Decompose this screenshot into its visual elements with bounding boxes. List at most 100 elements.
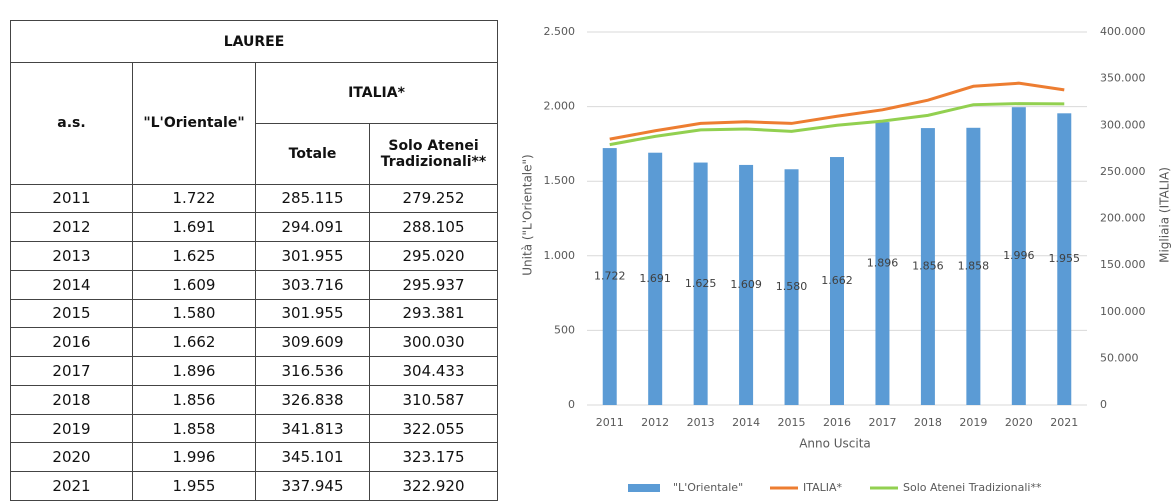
cell: 1.691	[132, 212, 256, 243]
header: a.s.	[10, 62, 133, 185]
data-label: 1.609	[730, 278, 762, 291]
y-tick-label: 2.500	[544, 25, 576, 38]
y2-tick-label: 200.000	[1100, 212, 1146, 225]
cell: 1.625	[132, 241, 256, 271]
legend-label: "L'Orientale"	[673, 481, 743, 494]
x-tick-label: 2014	[732, 416, 760, 429]
cell: 301.955	[255, 298, 370, 329]
cell: 2014	[10, 269, 133, 300]
header: Solo Atenei Tradizionali**	[369, 122, 498, 185]
bar	[830, 157, 844, 405]
cell: 322.055	[369, 413, 498, 444]
cell: 295.937	[369, 269, 498, 300]
cell: 2018	[10, 384, 133, 415]
x-tick-label: 2016	[823, 416, 851, 429]
y2-tick-label: 400.000	[1100, 25, 1146, 38]
cell: 2021	[10, 471, 133, 501]
data-label: 1.896	[867, 257, 899, 270]
cell: 345.101	[255, 442, 370, 473]
bar	[920, 128, 935, 406]
table-row: 2013 1.625 301.955 295.020	[10, 241, 498, 271]
x-tick-label: 2021	[1050, 416, 1078, 429]
x-tick-label: 2017	[868, 416, 896, 429]
x-tick-label: 2015	[778, 416, 806, 429]
y-tick-label: 500	[554, 323, 575, 336]
data-label: 1.691	[639, 272, 671, 285]
cell: 304.433	[369, 356, 498, 386]
bar	[966, 127, 981, 405]
legend-swatch	[628, 484, 660, 492]
data-label: 1.580	[776, 280, 808, 293]
bar	[875, 122, 890, 406]
y2-tick-label: 250.000	[1100, 165, 1146, 178]
data-label: 1.955	[1049, 252, 1081, 265]
cell: 337.945	[255, 471, 370, 501]
bar	[693, 162, 708, 405]
cell: 1.856	[132, 384, 256, 415]
x-tick-label: 2019	[959, 416, 987, 429]
data-label: 1.625	[685, 277, 717, 290]
y-tick-label: 2.000	[544, 100, 576, 113]
cell: 2020	[10, 442, 133, 473]
x-tick-label: 2018	[914, 416, 942, 429]
line	[609, 81, 1065, 141]
table-row: 2015 1.580 301.955 293.381	[10, 298, 498, 329]
table-title: LAUREE	[10, 19, 498, 64]
data-label: 1.662	[821, 274, 853, 287]
cell: 309.609	[255, 327, 370, 358]
cell: 2011	[10, 183, 133, 214]
bar	[602, 148, 617, 405]
cell: 322.920	[369, 471, 498, 501]
y-tick-label: 0	[568, 398, 575, 411]
cell: 326.838	[255, 384, 370, 415]
table-row: 2014 1.609 303.716 295.937	[10, 269, 498, 300]
cell: 316.536	[255, 356, 370, 386]
legend-label: Solo Atenei Tradizionali**	[903, 481, 1042, 494]
table-row: 2019 1.858 341.813 322.055	[10, 413, 498, 444]
bar	[648, 152, 663, 405]
y2-tick-label: 150.000	[1100, 258, 1146, 271]
data-label: 1.858	[958, 259, 990, 272]
table-row: 2021 1.955 337.945 322.920	[10, 471, 498, 501]
x-axis-title: Anno Uscita	[799, 437, 871, 451]
cell: 1.722	[132, 183, 256, 214]
y-tick-label: 1.000	[544, 249, 576, 262]
y2-tick-label: 50.000	[1100, 351, 1139, 364]
y-tick-label: 1.500	[544, 174, 576, 187]
x-tick-label: 2020	[1005, 416, 1033, 429]
table-row: 2017 1.896 316.536 304.433	[10, 356, 498, 386]
cell: 2019	[10, 413, 133, 444]
table-row: 2020 1.996 345.101 323.175	[10, 442, 498, 473]
x-tick-label: 2012	[641, 416, 669, 429]
y2-tick-label: 300.000	[1100, 118, 1146, 131]
data-label: 1.856	[912, 260, 944, 273]
data-label: 1.996	[1003, 249, 1035, 262]
cell: 1.609	[132, 269, 256, 300]
cell: 2012	[10, 212, 133, 243]
y2-tick-label: 0	[1100, 398, 1107, 411]
cell: 279.252	[369, 183, 498, 214]
cell: 1.858	[132, 413, 256, 444]
y-axis-title: Unità ("L'Orientale")	[521, 154, 535, 275]
cell: 288.105	[369, 212, 498, 243]
bar	[1011, 107, 1026, 405]
legend-label: ITALIA*	[803, 481, 843, 494]
line	[609, 102, 1065, 147]
bar	[784, 169, 799, 405]
table-body: 2011 1.722 285.115 279.252 2012 1.691 294.091 2…	[10, 183, 498, 501]
x-tick-label: 2011	[596, 416, 624, 429]
cell: 301.955	[255, 241, 370, 271]
data-table: LAUREE a.s. "L'Orientale" ITALIA* Totale So…	[10, 19, 498, 501]
x-tick-label: 2013	[687, 416, 715, 429]
bar	[1057, 113, 1072, 406]
table-row: 2016 1.662 309.609 300.030	[10, 327, 498, 358]
y2-tick-label: 350.000	[1100, 72, 1146, 85]
header: ITALIA*	[255, 62, 498, 124]
cell: 2017	[10, 356, 133, 386]
y2-axis-title: Migliaia (ITALIA)	[1158, 167, 1172, 263]
y2-tick-label: 100.000	[1100, 305, 1146, 318]
cell: 1.955	[132, 471, 256, 501]
cell: 1.896	[132, 356, 256, 386]
